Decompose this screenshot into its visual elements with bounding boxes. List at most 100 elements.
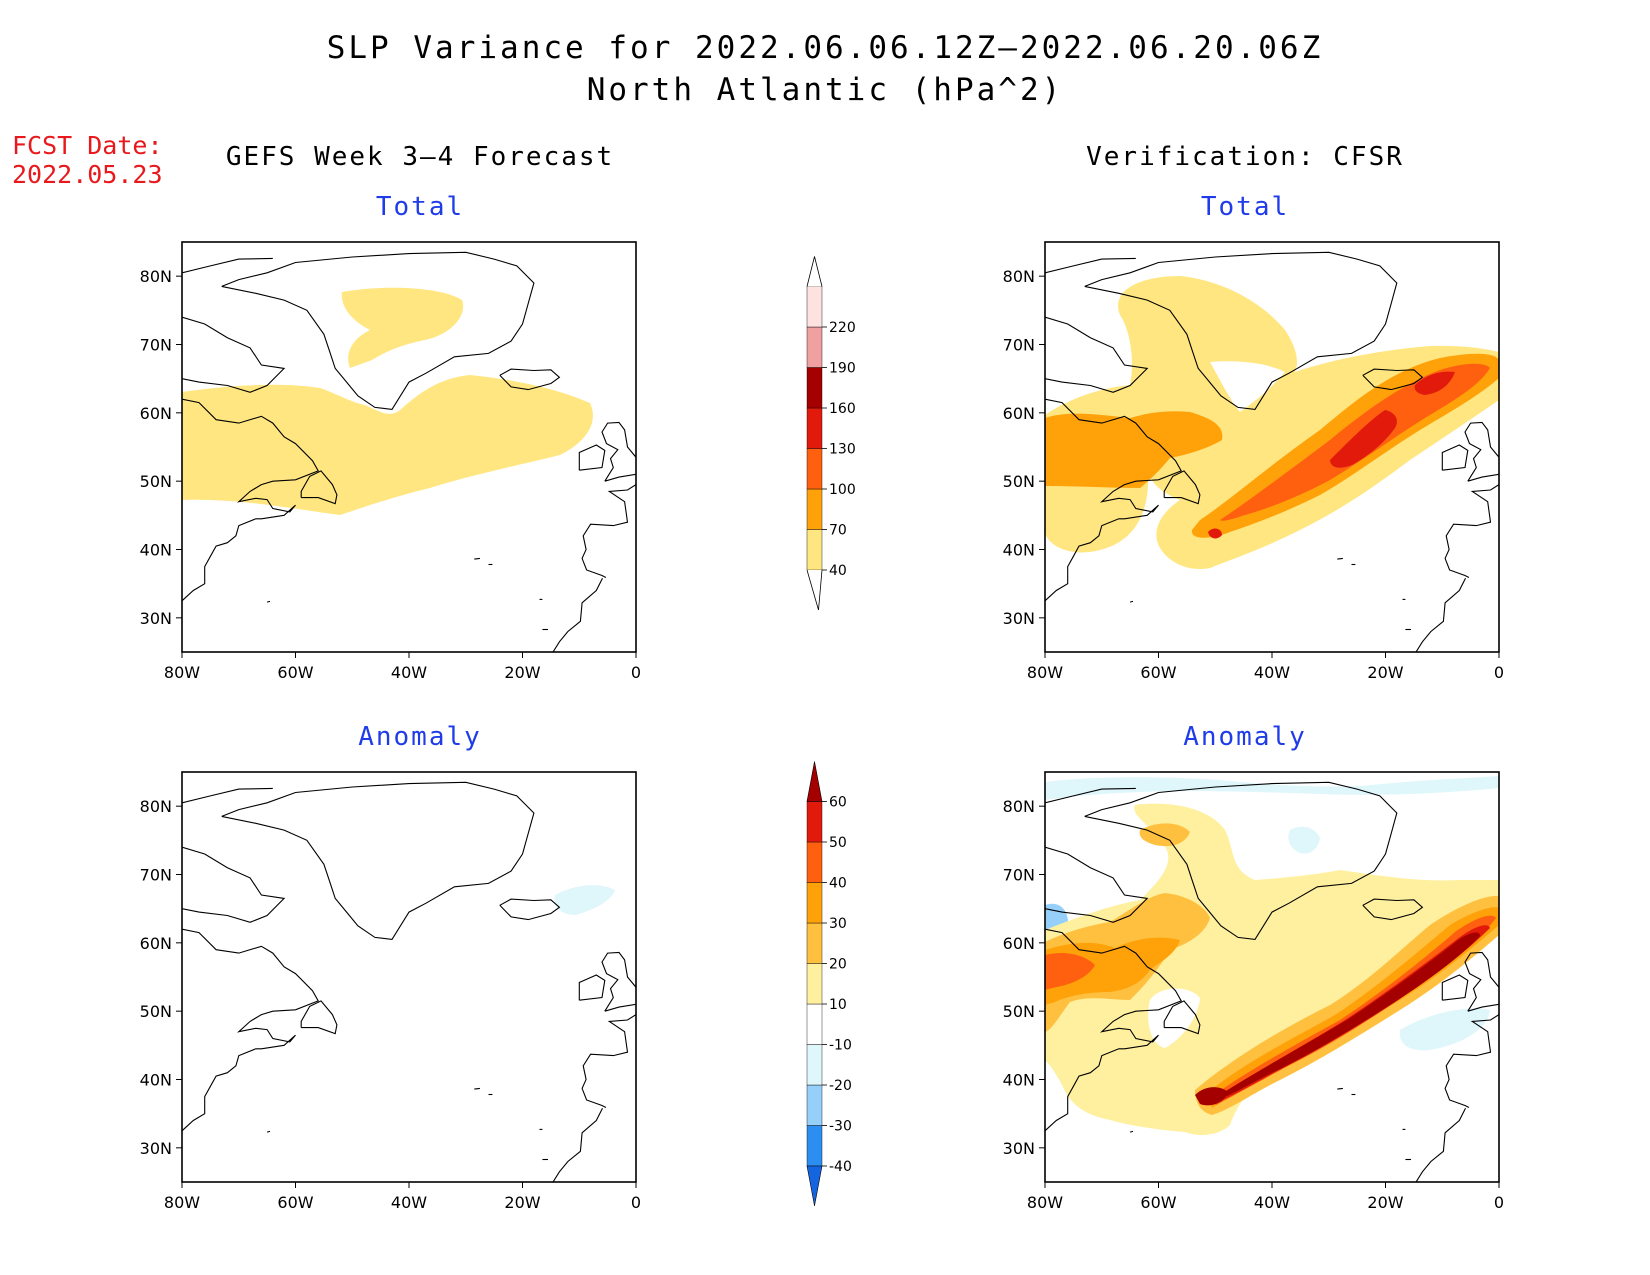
coastline-segment [1337, 557, 1343, 560]
lon-tick-label: 80W [1027, 1193, 1063, 1212]
chart-title-line2: North Atlantic (hPa^2) [586, 72, 1064, 108]
axes-forecast-anomaly: 80N 70N 60N 50N 40N 30N 80W 60W 40W 20W 0 [140, 797, 641, 1212]
coastline-segment [1163, 1000, 1201, 1035]
lat-tick-label: 80N [1003, 267, 1035, 286]
lon-tick-label: 40W [391, 663, 427, 682]
map-frame [181, 771, 637, 1183]
coastline-segment [1464, 421, 1499, 482]
coastline-segment [1163, 470, 1201, 505]
colorbar-total-swatch [806, 448, 823, 490]
lat-tick-label: 30N [140, 1139, 172, 1158]
coastline-segment [581, 1014, 636, 1108]
colorbar-total-swatch [806, 529, 823, 571]
colorbar-total: 40 70 100 130 160 190 220 [806, 256, 856, 611]
coastline-forecast-anomaly [182, 781, 636, 1182]
colorbar-total-label: 130 [829, 442, 856, 458]
lon-tick-label: 0 [1494, 663, 1504, 682]
colorbar-anomaly-label: 10 [829, 997, 847, 1013]
variance-region-40 [1045, 276, 1499, 570]
lat-tick-label: 60N [140, 934, 172, 953]
coastline-segment [552, 577, 603, 652]
map-panel-forecast-anomaly: 80N 70N 60N 50N 40N 30N 80W 60W 40W 20W 0 [140, 771, 641, 1212]
colorbar-anomaly: -40 -30 -20 -10 10 20 30 40 50 60 [806, 761, 852, 1207]
right-column-title: Verification: CFSR [1086, 142, 1404, 172]
anomaly-neg-mid [1288, 826, 1320, 854]
variance-region-130 [1330, 410, 1397, 468]
lat-tick-label: 80N [140, 267, 172, 286]
lat-tick-label: 30N [140, 609, 172, 628]
coastline-segment [601, 951, 636, 1012]
map-panel-verification-total: 80N 70N 60N 50N 40N 30N 80W 60W 40W 20W 0 [1003, 241, 1504, 682]
lat-tick-label: 50N [140, 472, 172, 491]
coastline-segment [1444, 484, 1499, 578]
axes-verification-total: 80N 70N 60N 50N 40N 30N 80W 60W 40W 20W 0 [1003, 267, 1504, 682]
colorbar-anomaly-swatch [806, 1044, 823, 1086]
colorbar-total-swatch [806, 286, 823, 328]
coastline-segment [552, 1107, 603, 1182]
colorbar-anomaly-label: -30 [829, 1119, 852, 1135]
variance-region-atlantic-band [182, 375, 593, 515]
lon-tick-label: 80W [164, 663, 200, 682]
colorbar-total-swatch [806, 407, 823, 449]
map-panel-verification-anomaly: 80N 70N 60N 50N 40N 30N 80W 60W 40W 20W 0 [1003, 771, 1504, 1212]
coastline-verification-total [1045, 251, 1499, 652]
coastline-segment [266, 600, 271, 603]
colorbar-total-top-arrow [806, 256, 823, 287]
lat-tick-label: 80N [1003, 797, 1035, 816]
shading-verification-total [1045, 276, 1499, 570]
lat-tick-label: 50N [1003, 1002, 1035, 1021]
coastline-segment [1084, 781, 1398, 940]
anomaly-pos10 [1045, 803, 1499, 1136]
lon-tick-label: 60W [277, 1193, 313, 1212]
colorbar-total-label: 100 [829, 482, 856, 498]
shading-forecast-anomaly [554, 885, 615, 915]
anomaly-pos60-band [1215, 932, 1480, 1098]
coastline-segment [474, 557, 480, 560]
coastline-segment [1362, 898, 1424, 921]
coastline-segment [1441, 444, 1469, 471]
panel-title-verification-total: Total [1200, 192, 1290, 222]
coastline-segment [581, 484, 636, 578]
anomaly-neg-top [1045, 776, 1499, 800]
variance-region-40-gap [1210, 361, 1285, 412]
anomaly-pos30 [1045, 937, 1180, 1005]
lat-tick-label: 80N [140, 797, 172, 816]
variance-region-70-west [1045, 411, 1223, 488]
lon-tick-label: 40W [1254, 663, 1290, 682]
coastline-segment [601, 421, 636, 482]
lon-tick-label: 40W [391, 1193, 427, 1212]
coastline-segment [1045, 846, 1149, 923]
map-panel-forecast-total: 80N 70N 60N 50N 40N 30N 80W 60W 40W 20W 0 [140, 241, 641, 682]
coastline-segment [1337, 1087, 1343, 1090]
forecast-date-label: FCST Date: [12, 131, 163, 160]
coastline-segment [300, 470, 338, 505]
coastline-forecast-total [182, 251, 636, 652]
lon-tick-label: 80W [164, 1193, 200, 1212]
coastline-segment [182, 846, 286, 923]
lon-tick-label: 20W [504, 663, 540, 682]
variance-region-greenland [341, 287, 464, 368]
shading-forecast-total [182, 287, 593, 515]
colorbar-anomaly-bottom-arrow [806, 1165, 823, 1207]
colorbar-anomaly-swatch [806, 963, 823, 1005]
coastline-segment [499, 898, 561, 921]
coastline-segment [182, 257, 273, 274]
lon-tick-label: 20W [1367, 1193, 1403, 1212]
coastline-segment [300, 1000, 338, 1035]
lat-tick-label: 70N [140, 866, 172, 885]
colorbar-anomaly-swatch [806, 1125, 823, 1167]
axes-verification-anomaly: 80N 70N 60N 50N 40N 30N 80W 60W 40W 20W 0 [1003, 797, 1504, 1212]
chart-title-line1: SLP Variance for 2022.06.06.12Z–2022.06.… [326, 30, 1324, 66]
colorbar-anomaly-swatch [806, 922, 823, 964]
lon-tick-label: 60W [1140, 663, 1176, 682]
forecast-date-value: 2022.05.23 [12, 160, 163, 189]
variance-region-130-south [1208, 528, 1222, 539]
coastline-segment [578, 974, 606, 1001]
lat-tick-label: 30N [1003, 609, 1035, 628]
lat-tick-label: 60N [1003, 934, 1035, 953]
colorbar-anomaly-swatch [806, 801, 823, 843]
coastline-segment [499, 368, 561, 391]
coastline-segment [1441, 974, 1469, 1001]
coastline-segment [182, 398, 319, 602]
